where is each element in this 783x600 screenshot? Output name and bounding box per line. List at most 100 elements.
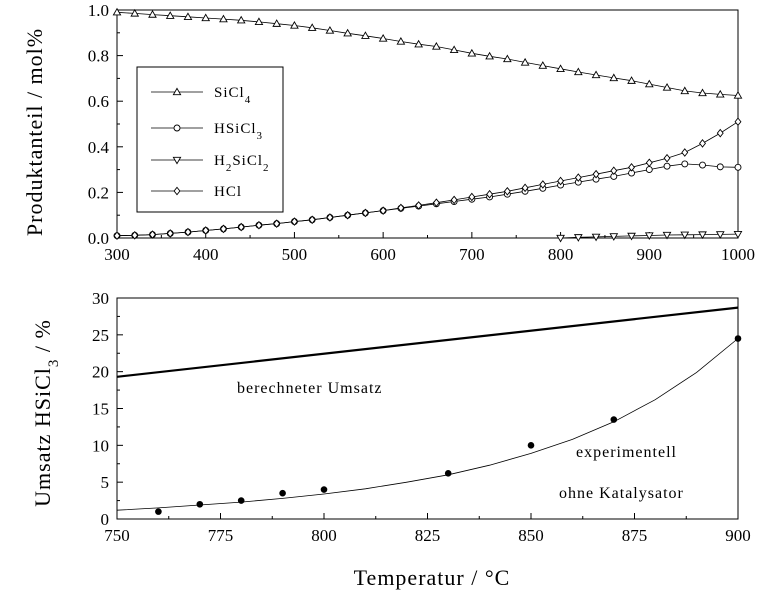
series-hcl-point (113, 231, 121, 241)
bottom-y-tick-label: 25 (92, 326, 109, 345)
series-hcl-point (379, 206, 387, 215)
bottom-x-tick-label: 775 (208, 526, 234, 545)
series-sicl4 (112, 7, 743, 99)
series-hcl-point (131, 230, 139, 240)
series-sicl4-point (378, 33, 388, 42)
experimental-point (444, 470, 452, 477)
legend-marker (173, 124, 181, 132)
series-hcl-point (397, 203, 405, 213)
experimental-point (279, 489, 286, 497)
legend-box (136, 66, 284, 213)
series-sicl4-point (644, 79, 654, 88)
series-hcl-point (539, 180, 547, 189)
bottom-x-tick-label: 875 (622, 526, 648, 545)
legend-marker (172, 87, 182, 96)
top-series (112, 7, 743, 243)
series-hcl-point (734, 117, 742, 127)
bottom-y-axis-label-sub: 3 (46, 359, 62, 368)
series-sicl4-point (556, 64, 565, 72)
experimental-fit-curve (116, 338, 739, 511)
series-hcl-point (592, 169, 600, 179)
series-sicl4-point (343, 28, 353, 37)
top-x-tick-label: 600 (370, 245, 396, 264)
series-hcl-point (486, 189, 494, 199)
series-sicl4-point (485, 51, 494, 60)
legend-entry-hcl: HCl (151, 184, 241, 200)
series-h2sicl2-point (680, 231, 690, 240)
series-hcl-point (663, 153, 671, 163)
annotation-experimental: experimentell (576, 444, 677, 461)
bottom-y-tick-label: 15 (92, 400, 109, 419)
series-h2sicl2-point (609, 233, 619, 241)
top-y-axis-label: Produktanteil / mol% (22, 28, 47, 236)
series-hcl-point (220, 224, 227, 234)
series-sicl4-point (591, 70, 601, 79)
experimental-point (155, 508, 162, 515)
bottom-y-tick-label: 30 (92, 289, 109, 308)
bottom-y-axis-label: Umsatz HSiCl3 / % (30, 319, 62, 507)
annotation-calculated: berechneter Umsatz (237, 380, 382, 397)
series-sicl4-point (538, 61, 548, 69)
series-h2sicl2-point (591, 233, 601, 242)
legend-entry-hsicl3: HSiCl3 (151, 121, 262, 142)
series-h2sicl2-point (662, 231, 672, 240)
series-h2sicl2-point (733, 230, 743, 239)
series-sicl4-point (698, 88, 707, 97)
series-hsicl3-point (681, 160, 689, 168)
series-sicl4-point (112, 7, 122, 16)
series-sicl4-point (183, 12, 193, 20)
legend-label: H2SiCl2 (214, 153, 270, 174)
series-hcl-point (521, 183, 529, 193)
top-panel: 300 400 500 600 700 800 900 1000 0.0 0.2 0.4 0.6 0.8… (22, 1, 755, 264)
series-sicl4-point (733, 90, 743, 99)
series-hcl-point (450, 195, 458, 205)
series-sicl4-point (449, 45, 459, 54)
series-hcl-point (645, 158, 653, 168)
series-sicl4-point (148, 10, 157, 18)
series-sicl4-point (396, 36, 406, 45)
series-hcl-point (184, 227, 192, 237)
series-hcl-point (574, 173, 582, 182)
top-y-tick-label: 0.4 (88, 138, 110, 157)
experimental-point (237, 497, 245, 504)
legend: SiCl4 HSiCl3 H2SiCl2 HCl (136, 66, 284, 213)
series-sicl4-point (573, 67, 583, 76)
series-sicl4-point (502, 54, 512, 63)
series-sicl4-point (201, 13, 211, 22)
series-hsicl3-point (699, 161, 706, 169)
series-h2sicl2 (556, 230, 743, 243)
series-sicl4-point (431, 41, 441, 50)
series-hsicl3-point (645, 166, 653, 174)
series-sicl4-point (325, 26, 335, 34)
experimental-point (527, 442, 535, 449)
series-hcl-point (166, 229, 174, 238)
bottom-panel: 750 775 800 825 850 875 900 0 5 10 15 20 25 30 Umsatz… (30, 289, 751, 590)
top-y-tick-label: 0.0 (88, 229, 109, 248)
series-hcl-point (326, 213, 334, 222)
bottom-series (116, 306, 742, 515)
legend-label: SiCl4 (214, 85, 251, 106)
top-y-tick-label: 1.0 (88, 1, 109, 20)
experimental-point (196, 500, 204, 508)
series-sicl4-point (254, 17, 264, 26)
series-sicl4-point (680, 86, 690, 95)
bottom-y-tick-label: 10 (92, 436, 109, 455)
series-h2sicl2-point (556, 234, 565, 243)
series-hsicl3-point (734, 163, 742, 171)
top-x-tick-label: 800 (548, 245, 574, 264)
bottom-ticks: 750 775 800 825 850 875 900 0 5 10 15 20 25 30 (92, 289, 751, 545)
legend-marker (173, 186, 181, 196)
series-hsicl3-point (716, 163, 724, 171)
top-x-tick-label: 300 (104, 245, 130, 264)
series-h2sicl2-point (715, 231, 725, 239)
series-sicl4-point (361, 31, 370, 39)
bottom-x-tick-label: 825 (415, 526, 441, 545)
series-sicl4-point (130, 8, 140, 17)
calculated-conversion-line (116, 306, 739, 378)
top-y-tick-label: 0.8 (88, 47, 109, 66)
series-sicl4-point (467, 48, 477, 57)
series-hcl-point (468, 192, 476, 202)
series-sicl4-point (414, 39, 424, 48)
legend-entry-sicl4: SiCl4 (151, 85, 251, 106)
